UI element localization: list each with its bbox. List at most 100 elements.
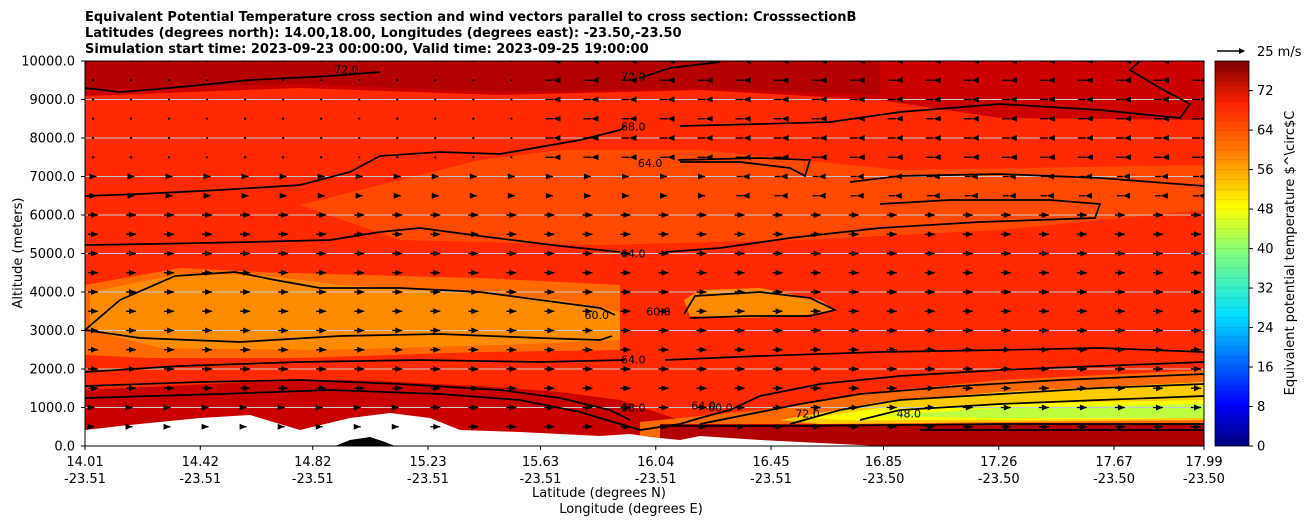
wind-vector <box>582 346 593 353</box>
contour-line-64-closed <box>677 157 812 178</box>
wind-vector <box>734 385 745 392</box>
wind-vector <box>430 404 441 411</box>
wind-vector <box>354 385 365 392</box>
terrain-peak <box>335 437 395 446</box>
wind-vector <box>282 156 285 159</box>
wind-vector <box>925 61 941 64</box>
wind-vector <box>962 385 973 392</box>
wind-vector <box>848 308 859 315</box>
wind-vector <box>282 79 285 82</box>
wind-vector <box>506 308 517 315</box>
colorbar-ticks: 0 8 16 24 32 40 48 56 64 72 <box>1249 84 1274 455</box>
y-tick-label: 3000.0 <box>30 324 76 339</box>
wind-vector <box>320 79 323 82</box>
wind-vector <box>926 192 940 199</box>
wind-vector <box>544 212 555 218</box>
wind-vector <box>468 212 479 218</box>
wind-vector <box>1192 78 1204 82</box>
wind-vector <box>698 192 706 199</box>
wind-vector <box>545 115 561 122</box>
contour-labels: 72.072.068.064.064.060.0 60.064.068.0 64.0… <box>334 63 921 420</box>
contour-lines <box>85 61 1204 431</box>
wind-vector <box>545 154 561 161</box>
wind-vector <box>358 117 361 120</box>
wind-vector <box>1077 61 1093 64</box>
wind-vector <box>1115 61 1131 64</box>
wind-vector <box>1038 404 1049 411</box>
wind-vector <box>1191 212 1201 218</box>
wind-vector <box>811 115 827 122</box>
wind-vector <box>164 231 175 238</box>
wind-vector <box>1078 192 1092 199</box>
wind-vector <box>358 156 361 159</box>
wind-vector <box>582 269 593 276</box>
wind-vector <box>430 269 441 276</box>
wind-vector <box>240 289 251 295</box>
contour-label: 64.0 <box>621 353 646 366</box>
wind-vector <box>244 98 247 101</box>
wind-vector <box>582 404 593 411</box>
contour-label: 72.0 <box>621 70 646 83</box>
wind-vector <box>315 404 323 411</box>
wind-vector <box>1076 250 1087 257</box>
contour-label: 68.0 <box>621 120 646 133</box>
wind-vector <box>1191 231 1201 238</box>
wind-vector <box>126 250 137 257</box>
wind-vector <box>696 366 707 372</box>
contour-label: 48.0 <box>897 407 922 420</box>
wind-vector <box>697 77 713 84</box>
contour-label: 60.0 <box>708 402 733 415</box>
y-tick-label: 1000.0 <box>30 401 76 416</box>
wind-vector <box>886 366 897 372</box>
wind-vector <box>396 79 399 82</box>
wind-vector <box>87 423 95 430</box>
x-tick-label-lat: 17.67 <box>1095 455 1132 470</box>
wind-vector <box>1152 269 1163 276</box>
wind-vector <box>925 135 941 141</box>
wind-vector <box>167 136 171 140</box>
terrain-mask <box>85 413 880 446</box>
wind-vector <box>620 385 631 392</box>
wind-vector <box>886 231 897 238</box>
colorbar: 0 8 16 24 32 40 48 56 64 72 Equivalent potential … <box>1214 60 1298 455</box>
wind-vector <box>582 366 593 372</box>
wind-vector <box>240 250 251 257</box>
wind-vector <box>1077 135 1093 141</box>
wind-vector <box>810 404 821 411</box>
wind-vector <box>848 231 859 238</box>
wind-vector <box>240 231 251 238</box>
wind-vector <box>244 117 247 120</box>
colorbar-frame <box>1214 60 1250 447</box>
wind-vector <box>963 96 979 103</box>
wind-vector <box>164 385 175 392</box>
wind-vector <box>468 308 479 315</box>
wind-vector <box>811 135 827 141</box>
wind-vector <box>810 250 821 257</box>
contour-line-64-east-loop <box>789 199 1102 239</box>
wind-vector <box>1116 173 1130 180</box>
wind-vector <box>1077 77 1093 84</box>
wind-vector <box>583 173 591 180</box>
wind-vector <box>810 366 821 372</box>
wind-vector <box>1153 61 1169 64</box>
colorbar-tick-label: 0 <box>1257 440 1265 455</box>
wind-vector <box>353 423 361 430</box>
wind-vector <box>887 135 903 141</box>
wind-vector <box>430 346 441 353</box>
wind-vector <box>434 117 437 120</box>
wind-vector <box>1193 193 1204 198</box>
colorbar-bands <box>1215 70 1249 437</box>
wind-vector <box>696 346 707 353</box>
wind-vector <box>1076 308 1087 315</box>
wind-vector <box>126 346 137 353</box>
x-tick-label-lat: 14.01 <box>66 455 103 470</box>
wind-vector <box>810 327 821 334</box>
wind-vector <box>772 308 783 315</box>
wind-vector <box>924 327 935 334</box>
wind-vector <box>127 173 135 180</box>
wind-vector <box>810 308 821 315</box>
wind-vector <box>582 212 593 218</box>
wind-vector <box>735 61 751 64</box>
wind-vector <box>1191 327 1201 334</box>
wind-vector <box>582 385 593 392</box>
